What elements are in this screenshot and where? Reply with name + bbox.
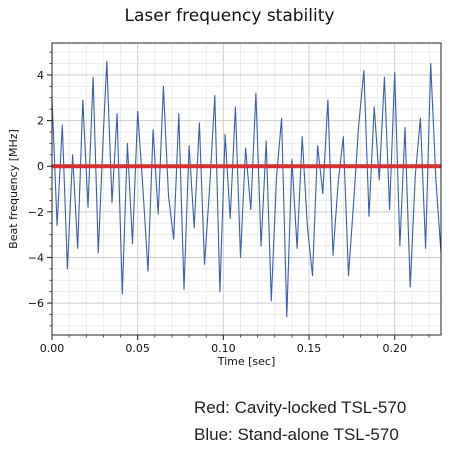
y-tick-label: −4 xyxy=(28,251,44,264)
y-tick-label: 0 xyxy=(37,160,44,173)
x-tick-label: 0.15 xyxy=(297,342,322,355)
red-series-note: Red: Cavity-locked TSL-570 xyxy=(194,398,407,417)
x-tick-label: 0.05 xyxy=(125,342,150,355)
y-tick-label: 2 xyxy=(37,115,44,128)
y-axis-label: Beat frequency [MHz] xyxy=(7,129,20,249)
y-tick-label: −6 xyxy=(28,297,44,310)
y-tick-label: −2 xyxy=(28,206,44,219)
ticks: 0.00 0.05 0.10 0.15 0.20 −6 −4 −2 0 2 4 xyxy=(28,51,430,355)
grid xyxy=(51,43,441,335)
chart-title: Laser frequency stability xyxy=(124,6,335,26)
series-layer xyxy=(51,60,442,318)
x-tick-label: 0.00 xyxy=(40,342,65,355)
x-tick-label: 0.10 xyxy=(211,342,236,355)
x-tick-label: 0.20 xyxy=(382,342,407,355)
series-line-blue xyxy=(51,60,442,318)
x-axis-label: Time [sec] xyxy=(217,355,276,368)
blue-series-note: Blue: Stand-alone TSL-570 xyxy=(194,425,399,444)
y-tick-label: 4 xyxy=(37,69,44,82)
